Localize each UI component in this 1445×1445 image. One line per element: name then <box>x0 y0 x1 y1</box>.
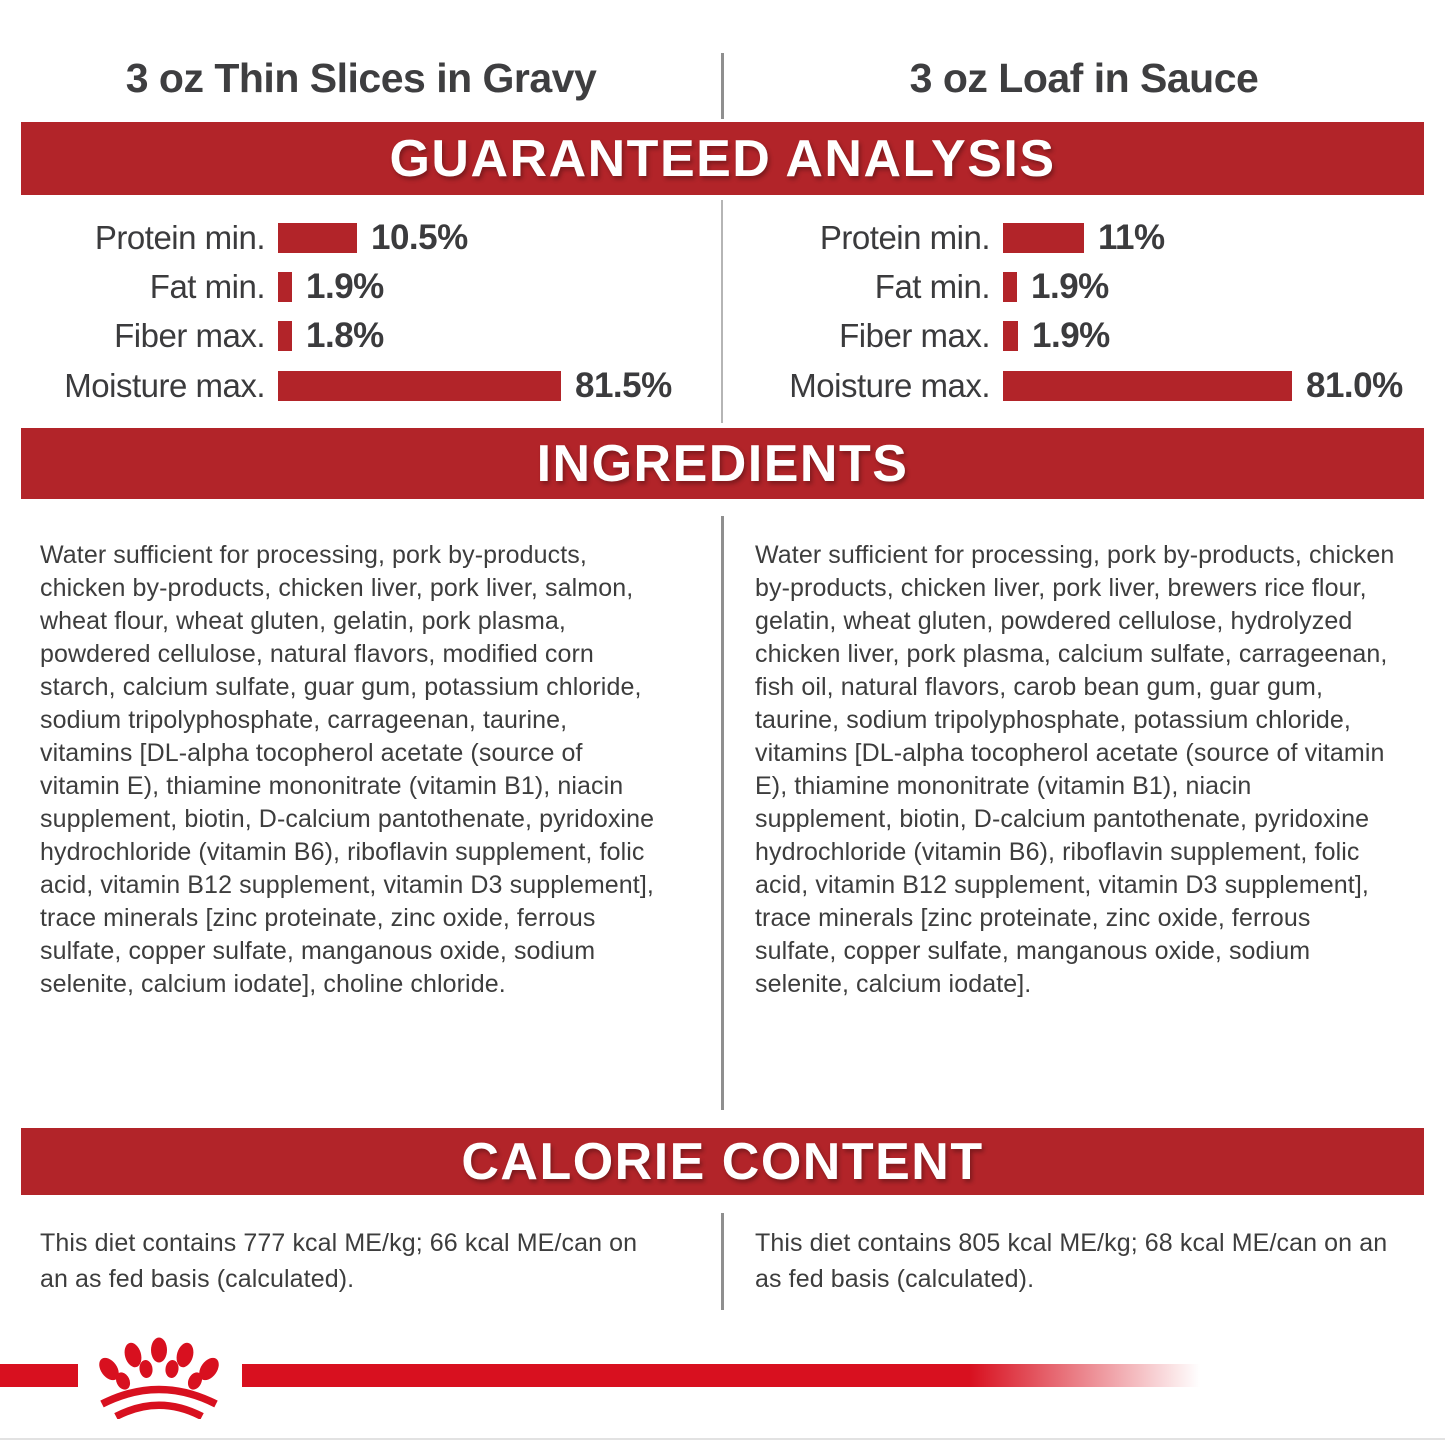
ga-value: 1.9% <box>1032 316 1110 355</box>
protein-bar-right <box>1003 223 1084 253</box>
ga-label: Protein min. <box>94 219 266 256</box>
ga-label: Moisture max. <box>789 367 990 404</box>
fat-bar-left <box>278 272 292 302</box>
fiber-bar-left <box>278 321 292 351</box>
ingredients-banner: INGREDIENTS <box>21 428 1424 499</box>
column-header-right: 3 oz Loaf in Sauce <box>909 55 1259 101</box>
crown-arcs <box>100 1385 218 1419</box>
brand-stripe <box>0 1364 1212 1387</box>
ga-value: 1.8% <box>306 316 384 355</box>
ga-value: 81.5% <box>575 366 672 405</box>
ga-row-fat-right: Fat min. 1.9% <box>755 265 1435 309</box>
calorie-text-left: This diet contains 777 kcal ME/kg; 66 kc… <box>40 1229 638 1293</box>
ingredients-title: INGREDIENTS <box>536 434 909 493</box>
ga-value: 1.9% <box>306 267 384 306</box>
guaranteed-analysis-title: GUARANTEED ANALYSIS <box>389 129 1056 188</box>
ga-value: 11% <box>1098 218 1165 257</box>
ga-label: Fat min. <box>149 268 266 305</box>
fiber-bar-right <box>1003 321 1018 351</box>
ga-row-protein-left: Protein min. 10.5% <box>30 216 700 260</box>
ga-row-fiber-right: Fiber max. 1.9% <box>755 314 1435 358</box>
ga-label: Fiber max. <box>839 317 990 354</box>
guaranteed-analysis-banner: GUARANTEED ANALYSIS <box>21 122 1424 195</box>
ga-label: Moisture max. <box>64 367 265 404</box>
ga-value: 81.0% <box>1306 366 1403 405</box>
ga-row-fiber-left: Fiber max. 1.8% <box>30 314 700 358</box>
ingredients-text-right: Water sufficient for processing, pork by… <box>755 541 1395 998</box>
calorie-content-banner: CALORIE CONTENT <box>21 1128 1424 1195</box>
protein-bar-left <box>278 223 357 253</box>
ga-row-moisture-right: Moisture max. 81.0% <box>755 364 1435 408</box>
moisture-bar-right <box>1003 371 1292 401</box>
royal-canin-crown-logo <box>99 1337 219 1419</box>
moisture-bar-left <box>278 371 561 401</box>
calorie-content-title: CALORIE CONTENT <box>461 1132 984 1191</box>
crown-dots <box>99 1337 219 1390</box>
ga-label: Protein min. <box>819 219 991 256</box>
ga-row-protein-right: Protein min. 11% <box>755 216 1435 260</box>
image-bottom-edge <box>0 1438 1445 1440</box>
column-header-left: 3 oz Thin Slices in Gravy <box>125 55 597 101</box>
ga-label: Fat min. <box>874 268 991 305</box>
fat-bar-right <box>1003 272 1017 302</box>
ingredients-text-left: Water sufficient for processing, pork by… <box>40 541 655 998</box>
calorie-column-divider <box>721 1213 724 1310</box>
calorie-text-right: This diet contains 805 kcal ME/kg; 68 kc… <box>755 1229 1388 1293</box>
ga-value: 10.5% <box>371 218 468 257</box>
ga-label: Fiber max. <box>114 317 265 354</box>
ga-value: 1.9% <box>1031 267 1109 306</box>
ingredients-column-divider <box>721 516 724 1110</box>
ga-row-moisture-left: Moisture max. 81.5% <box>30 364 700 408</box>
ga-row-fat-left: Fat min. 1.9% <box>30 265 700 309</box>
header-column-divider <box>721 53 724 119</box>
ga-column-divider <box>721 200 723 423</box>
